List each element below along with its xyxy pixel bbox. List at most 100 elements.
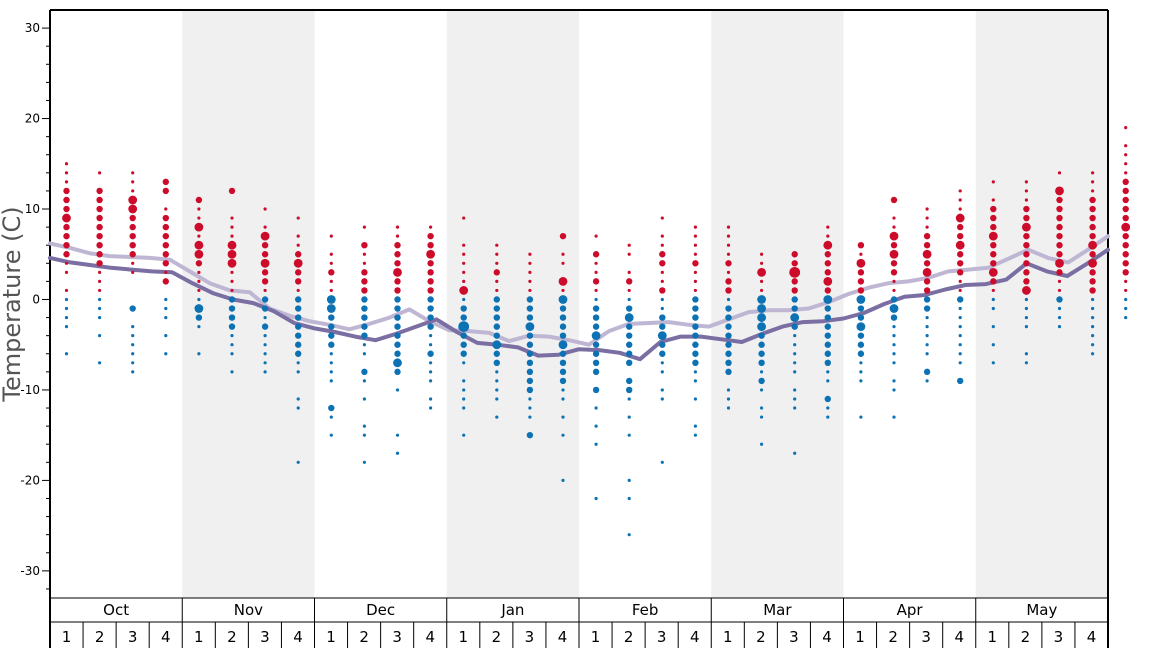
cold-day-dot xyxy=(793,361,796,364)
cold-day-dot xyxy=(494,360,500,366)
warm-day-dot xyxy=(1023,260,1029,266)
cold-day-dot xyxy=(1091,325,1094,328)
warm-day-dot xyxy=(494,269,500,275)
cold-day-dot xyxy=(626,323,632,329)
cold-day-dot xyxy=(264,316,267,319)
cold-day-dot xyxy=(361,314,367,320)
warm-day-dot xyxy=(559,277,568,286)
cold-day-dot xyxy=(295,296,301,302)
cold-day-dot xyxy=(527,360,533,366)
warm-day-dot xyxy=(1022,223,1031,232)
warm-day-dot xyxy=(956,241,965,250)
warm-day-dot xyxy=(859,253,862,256)
warm-day-dot xyxy=(96,233,102,239)
cold-day-dot xyxy=(560,360,566,366)
warm-day-dot xyxy=(195,223,204,232)
warm-day-dot xyxy=(924,260,930,266)
warm-day-dot xyxy=(1058,280,1061,283)
warm-day-dot xyxy=(725,287,731,293)
warm-day-dot xyxy=(196,260,202,266)
cold-day-dot xyxy=(363,397,366,400)
cold-day-dot xyxy=(527,378,533,384)
cold-day-dot xyxy=(593,360,599,366)
cold-day-dot xyxy=(628,497,631,500)
month-label-may: May xyxy=(1026,601,1057,619)
warm-day-dot xyxy=(661,235,664,238)
warm-day-dot xyxy=(528,262,531,265)
warm-day-dot xyxy=(294,259,303,268)
week-label: 2 xyxy=(359,628,369,646)
warm-day-dot xyxy=(330,289,333,292)
cold-day-dot xyxy=(363,379,366,382)
warm-day-dot xyxy=(63,242,69,248)
warm-day-dot xyxy=(62,214,71,223)
week-label: 1 xyxy=(988,628,998,646)
cold-day-dot xyxy=(926,325,929,328)
warm-day-dot xyxy=(727,244,730,247)
warm-day-dot xyxy=(393,268,402,277)
cold-day-dot xyxy=(892,352,895,355)
cold-day-dot xyxy=(661,370,664,373)
warm-day-dot xyxy=(661,271,664,274)
warm-day-dot xyxy=(891,260,897,266)
cold-day-dot xyxy=(727,298,730,301)
cold-day-dot xyxy=(164,316,167,319)
cold-day-dot xyxy=(859,415,862,418)
cold-day-dot xyxy=(330,352,333,355)
cold-day-dot xyxy=(131,370,134,373)
warm-day-dot xyxy=(328,269,334,275)
cold-day-dot xyxy=(593,305,599,311)
cold-day-dot xyxy=(295,305,301,311)
warm-day-dot xyxy=(858,269,864,275)
cold-day-dot xyxy=(793,452,796,455)
warm-day-dot xyxy=(96,260,102,266)
cold-day-dot xyxy=(65,307,68,310)
cold-day-dot xyxy=(462,397,465,400)
cold-day-dot xyxy=(330,434,333,437)
cold-day-dot xyxy=(560,323,566,329)
cold-day-dot xyxy=(692,305,698,311)
cold-day-dot xyxy=(1058,325,1061,328)
cold-day-dot xyxy=(394,296,400,302)
warm-day-dot xyxy=(98,271,101,274)
cold-day-dot xyxy=(330,361,333,364)
cold-day-dot xyxy=(396,452,399,455)
cold-day-dot xyxy=(758,351,764,357)
warm-day-dot xyxy=(1056,215,1062,221)
warm-day-dot xyxy=(1058,171,1061,174)
warm-day-dot xyxy=(495,280,498,283)
cold-day-dot xyxy=(560,378,566,384)
cold-day-dot xyxy=(593,369,599,375)
cold-day-dot xyxy=(825,351,831,357)
cold-day-dot xyxy=(823,295,832,304)
cold-day-dot xyxy=(661,298,664,301)
warm-day-dot xyxy=(65,289,68,292)
month-label-oct: Oct xyxy=(103,601,129,619)
cold-day-dot xyxy=(363,425,366,428)
week-label: 4 xyxy=(954,628,964,646)
warm-day-dot xyxy=(1089,287,1095,293)
cold-day-dot xyxy=(528,397,531,400)
warm-day-dot xyxy=(528,280,531,283)
warm-day-dot xyxy=(857,259,866,268)
cold-day-dot xyxy=(560,351,566,357)
warm-day-dot xyxy=(923,268,932,277)
warm-day-dot xyxy=(924,278,930,284)
warm-day-dot xyxy=(990,278,996,284)
cold-day-dot xyxy=(1091,307,1094,310)
warm-day-dot xyxy=(427,287,433,293)
cold-day-dot xyxy=(628,298,631,301)
warm-day-dot xyxy=(429,226,432,229)
warm-day-dot xyxy=(959,198,962,201)
warm-day-dot xyxy=(1091,189,1094,192)
warm-day-dot xyxy=(63,224,69,230)
warm-day-dot xyxy=(1055,259,1064,268)
cold-day-dot xyxy=(826,406,829,409)
cold-day-dot xyxy=(857,295,866,304)
cold-day-dot xyxy=(1056,296,1062,302)
cold-day-dot xyxy=(98,298,101,301)
cold-day-dot xyxy=(462,361,465,364)
cold-day-dot xyxy=(628,397,631,400)
warm-day-dot xyxy=(1023,242,1029,248)
warm-day-dot xyxy=(230,216,233,219)
